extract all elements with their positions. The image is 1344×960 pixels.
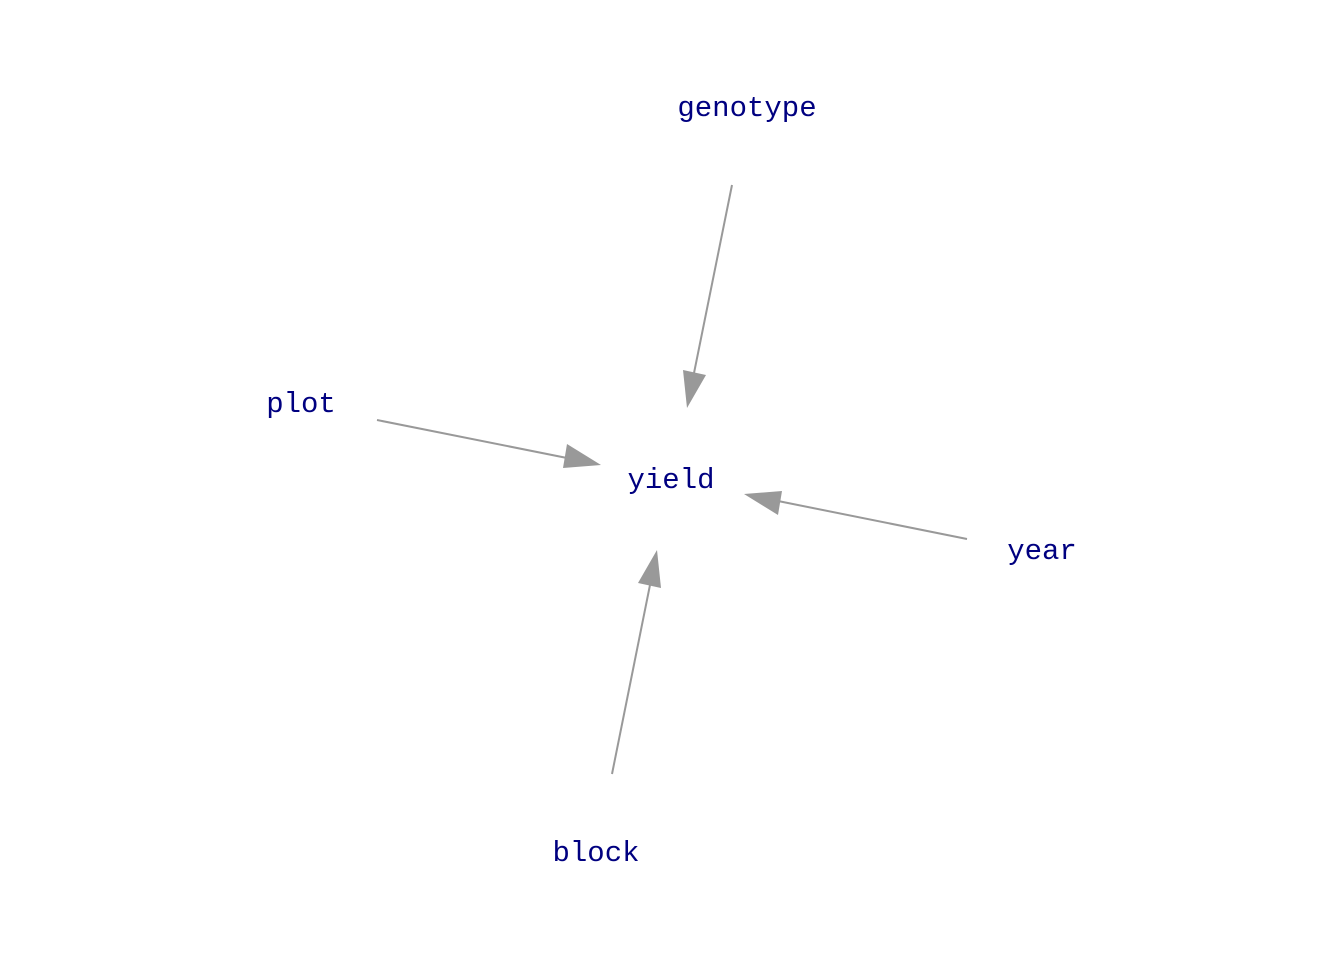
- edge-plot-to-yield: [376, 419, 601, 468]
- arrowhead: [638, 550, 661, 588]
- edge-genotype-to-yield: [683, 184, 733, 408]
- arrowhead: [563, 444, 601, 468]
- nodes: genotype plot yield year block: [266, 92, 1077, 870]
- edge-block-to-yield: [611, 550, 661, 775]
- edge-line: [692, 184, 733, 379]
- edge-line: [611, 579, 652, 775]
- node-genotype: genotype: [677, 92, 816, 125]
- node-yield: yield: [627, 464, 714, 497]
- node-plot: plot: [266, 388, 336, 421]
- node-block: block: [552, 837, 639, 870]
- edge-line: [376, 419, 573, 460]
- arrowhead: [683, 370, 706, 408]
- arrowhead: [744, 491, 782, 515]
- edge-year-to-yield: [744, 491, 968, 540]
- node-year: year: [1007, 535, 1077, 568]
- edges: [376, 184, 968, 775]
- edge-line: [772, 499, 968, 540]
